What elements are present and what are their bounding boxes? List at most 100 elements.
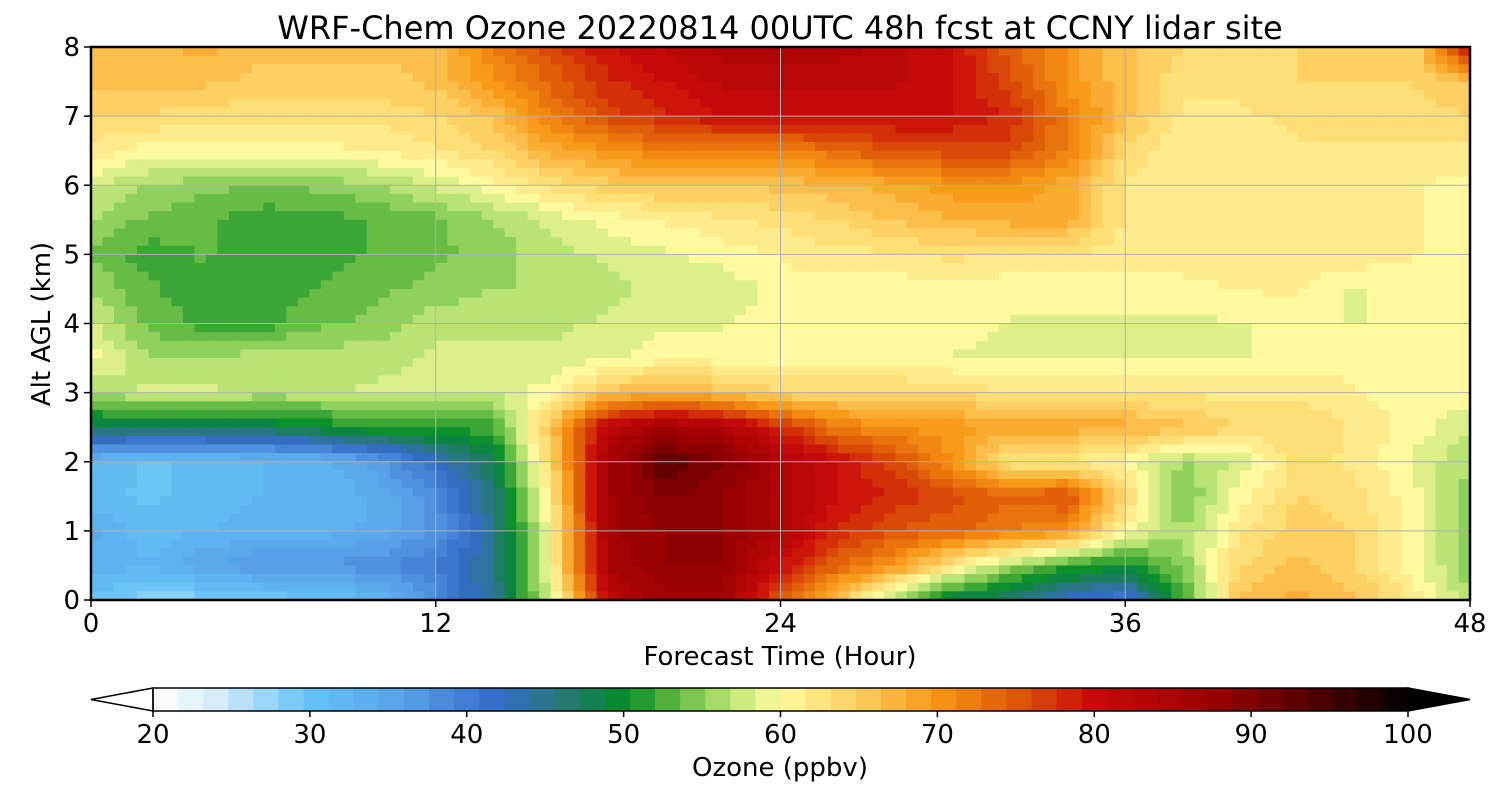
ozone-cell [562,314,575,325]
ozone-cell [1378,211,1391,221]
ozone-cell [826,133,839,143]
ozone-cell [849,254,862,264]
ozone-cell [332,340,345,351]
ozone-cell [654,167,667,178]
ozone-cell [550,314,563,325]
ozone-cell [987,193,1000,204]
ozone-cell [872,254,885,264]
ozone-cell [1401,237,1414,247]
ozone-cell [700,64,713,74]
ozone-cell [1435,297,1448,307]
ozone-cell [125,219,138,230]
ozone-cell [1033,340,1046,351]
ozone-cell [1263,263,1276,273]
ozone-cell [1044,133,1057,143]
ozone-cell [746,142,759,152]
ozone-cell [102,306,115,316]
ozone-cell [780,176,793,186]
ozone-cell [1435,280,1448,290]
ozone-cell [458,349,471,359]
ozone-cell [1056,349,1069,359]
ozone-cell [1297,193,1310,204]
ozone-cell [251,142,264,152]
ozone-cell [1148,202,1161,212]
ozone-cell [780,340,793,351]
ozone-cell [895,254,908,264]
ozone-cell [746,124,759,135]
ozone-cell [711,358,724,368]
ozone-cell [159,349,173,359]
ozone-cell [228,323,241,333]
ozone-cell [148,167,161,178]
ozone-cell [1194,228,1207,238]
ozone-cell [366,271,379,281]
ozone-cell [91,167,104,178]
ozone-cell [412,245,425,255]
ozone-cell [274,72,287,83]
ozone-cell [516,271,529,281]
ozone-cell [424,228,437,238]
ozone-cell [642,90,655,100]
ozone-cell [964,202,977,212]
ozone-cell [1228,124,1241,135]
ozone-cell [378,245,391,255]
ozone-cell [906,47,919,57]
ozone-cell [665,271,678,281]
ozone-cell [872,64,885,74]
ozone-cell [240,349,253,359]
ozone-cell [481,358,494,368]
ozone-cell [642,64,655,74]
ozone-cell [1021,133,1034,143]
ozone-cell [734,150,747,160]
ozone-cell [711,90,724,100]
ozone-cell [734,219,747,230]
ozone-cell [1366,142,1379,152]
ozone-cell [631,211,644,221]
ozone-cell [642,142,655,152]
ozone-cell [217,288,230,299]
ozone-cell [1079,55,1092,65]
ozone-cell [1286,280,1299,290]
ozone-cell [723,193,736,204]
ozone-cell [791,383,805,394]
ozone-cell [929,81,942,91]
ozone-cell [91,98,104,109]
ozone-cell [297,47,310,57]
ozone-cell [952,237,965,247]
ozone-cell [665,211,678,221]
ozone-cell [1378,133,1391,143]
ozone-cell [1263,271,1276,281]
ozone-cell [619,375,632,385]
ozone-cell [194,202,207,212]
ozone-cell [493,81,506,91]
ozone-cell [918,349,931,359]
ozone-cell [412,90,425,100]
ozone-cell [1366,116,1379,126]
ozone-cell [1148,392,1161,402]
ozone-cell [1067,150,1080,160]
ozone-cell [906,107,919,117]
ozone-cell [148,392,161,402]
ozone-cell [332,358,345,368]
ozone-cell [481,297,494,307]
ozone-cell [1424,159,1437,169]
ozone-cell [780,185,793,195]
ozone-cell [194,142,207,152]
ozone-cell [1263,228,1276,238]
ozone-cell [814,90,828,100]
ozone-cell [1320,90,1333,100]
ozone-cell [929,340,942,351]
ozone-cell [424,245,437,255]
ozone-cell [343,306,356,316]
ozone-cell [447,107,460,117]
ozone-cell [1125,332,1138,342]
ozone-cell [91,383,104,394]
ozone-cell [562,401,575,411]
ozone-cell [1309,47,1322,57]
ozone-cell [1343,375,1356,385]
ozone-cell [389,375,402,385]
ozone-cell [1228,142,1241,152]
ozone-cell [1159,392,1172,402]
ozone-cell [1044,314,1057,325]
ozone-cell [1355,193,1368,204]
